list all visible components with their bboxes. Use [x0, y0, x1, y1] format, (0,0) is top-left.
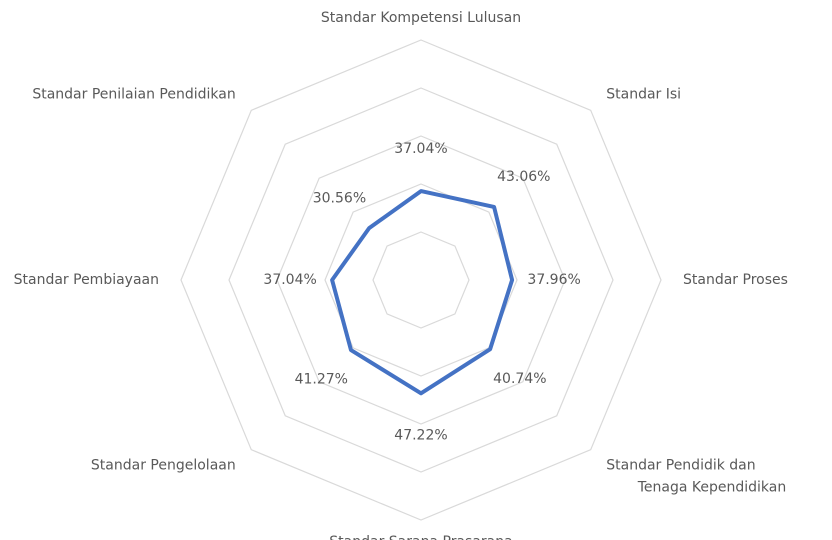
- category-label: Standar Sarana Prasarana: [329, 534, 512, 540]
- category-label: Standar Proses: [683, 272, 788, 288]
- grid-ring: [276, 135, 566, 425]
- value-label: 37.04%: [394, 141, 447, 157]
- series-line: [330, 189, 515, 396]
- grid-ring: [180, 39, 662, 521]
- value-label: 37.04%: [263, 272, 316, 288]
- value-label: 47.22%: [394, 427, 447, 443]
- grid-ring: [228, 87, 614, 473]
- category-label: Standar Isi: [606, 87, 681, 103]
- category-label: Standar Pembiayaan: [14, 272, 159, 288]
- category-label: Standar Pengelolaan: [91, 457, 236, 473]
- value-label: 41.27%: [295, 372, 348, 388]
- category-label: Standar Kompetensi Lulusan: [321, 10, 521, 26]
- category-label: Standar Penilaian Pendidikan: [32, 87, 235, 103]
- value-label: 37.96%: [527, 272, 580, 288]
- value-label: 40.74%: [493, 371, 546, 387]
- value-label: 30.56%: [313, 190, 366, 206]
- grid-ring: [372, 231, 470, 329]
- category-label: Standar Pendidik dan Tenaga Kependidikan: [606, 457, 786, 495]
- grid-ring: [324, 183, 518, 377]
- value-label: 43.06%: [497, 169, 550, 185]
